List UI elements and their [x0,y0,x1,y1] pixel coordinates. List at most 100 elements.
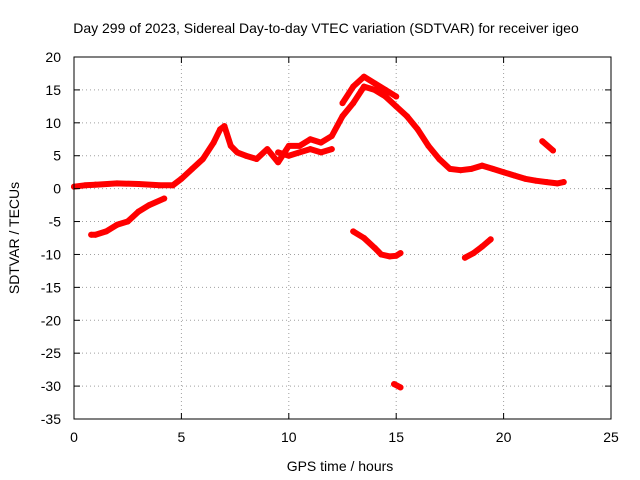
data-point [135,181,142,188]
data-point [135,208,142,215]
data-point [403,113,410,120]
chart-title: Day 299 of 2023, Sidereal Day-to-day VTE… [73,20,579,36]
series-rising-track [88,195,168,238]
data-point [242,152,249,159]
data-point [339,113,346,120]
data-point [457,167,464,174]
x-tick-label: 20 [496,429,512,445]
data-point [350,83,357,90]
x-tick-label: 15 [388,429,404,445]
series-short-segment [539,138,557,154]
data-point [554,180,561,187]
data-point [253,156,260,163]
data-point [221,123,228,130]
data-point [468,165,475,172]
data-point [169,182,176,189]
y-tick-label: 5 [53,148,61,164]
data-point [113,180,120,187]
data-point [560,179,567,186]
data-series [71,73,567,391]
data-point [285,152,292,159]
data-point [161,195,168,202]
y-tick-label: -15 [41,279,61,295]
data-point [378,251,385,258]
data-point [461,254,468,261]
data-point [318,149,325,156]
data-point [146,202,153,209]
data-point [371,86,378,93]
data-point [199,156,206,163]
data-point [360,73,367,80]
data-point [296,142,303,149]
data-point [393,103,400,110]
y-tick-label: -10 [41,246,61,262]
y-tick-label: -30 [41,378,61,394]
x-tick-label: 25 [603,429,619,445]
data-point [178,175,185,182]
data-point [227,142,234,149]
data-point [436,156,443,163]
y-axis-label: SDTVAR / TECUs [6,182,22,294]
series-lower-band [275,146,335,159]
data-point [550,147,557,154]
series-late-track [461,236,494,261]
data-point [360,235,367,241]
data-point [425,142,432,149]
x-tick-label: 0 [70,429,78,445]
y-tick-label: 15 [45,82,61,98]
data-point [350,100,357,107]
data-point [414,126,421,133]
data-point [328,132,335,139]
data-point [539,138,546,145]
data-point [393,252,400,259]
data-point [382,86,389,93]
data-point [360,83,367,90]
data-point [446,165,453,172]
data-point [397,384,404,391]
data-point [511,172,518,179]
data-point [296,149,303,156]
data-point [307,136,314,143]
data-point [382,93,389,100]
y-tick-label: -20 [41,312,61,328]
data-point [479,243,486,250]
x-tick-label: 10 [281,429,297,445]
data-point [328,146,335,153]
data-point [393,93,400,100]
data-point [489,165,496,172]
data-point [391,381,398,388]
data-point [103,228,110,235]
data-point [189,165,196,172]
y-tick-label: 10 [45,115,61,131]
y-tick-label: -25 [41,345,61,361]
data-point [88,231,95,238]
data-point [318,139,325,146]
series-main-track [71,83,567,190]
data-point [234,149,241,156]
data-point [217,126,224,133]
data-point [264,146,271,153]
data-point [500,169,507,176]
y-tick-label: -35 [41,411,61,427]
data-point [371,244,378,251]
series-outlier [391,381,404,391]
data-point [92,181,99,188]
data-point [397,250,404,257]
series-dip-track [350,228,404,260]
x-tick-label: 5 [178,429,186,445]
data-point [210,139,217,146]
y-tick-label: 0 [53,181,61,197]
grid-lines [74,57,611,419]
data-point [156,182,163,189]
data-point [124,218,131,225]
data-point [92,231,99,238]
y-tick-label: 20 [45,49,61,65]
data-point [532,177,539,184]
data-point [522,175,529,182]
x-axis-label: GPS time / hours [287,458,394,474]
series-upper-band [339,73,400,107]
data-point [307,146,314,153]
data-point [285,142,292,149]
